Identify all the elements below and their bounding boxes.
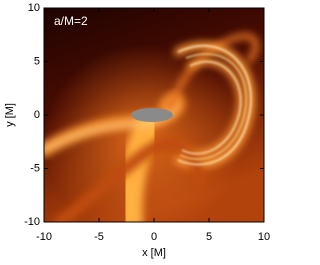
emission-line [179,53,247,160]
y-tick-label: 5 [34,55,40,67]
x-tick-label: -5 [94,231,104,243]
y-tick-label: 0 [34,109,40,121]
horizon [131,108,173,122]
annotation: a/M=2 [54,14,88,28]
y-tick-label: -10 [24,216,40,228]
chart: a/M=2 x [M] y [M] -10 -5 0 5 10 -10 -5 0 5 10 [4,2,270,259]
y-axis-label: y [M] [4,103,16,127]
y-tick-label: 10 [28,2,40,14]
x-tick-label: 10 [258,231,270,243]
density-image [44,8,264,222]
emission-line [177,45,252,166]
x-axis-label: x [M] [142,247,166,259]
y-tick-label: -5 [30,162,40,174]
emission-band [54,138,206,222]
x-tick-label: -10 [36,231,52,243]
emission-band [167,33,259,111]
emission-line [181,60,242,155]
emission-band [116,112,163,222]
x-tick-label: 0 [151,231,157,243]
x-tick-label: 5 [206,231,212,243]
